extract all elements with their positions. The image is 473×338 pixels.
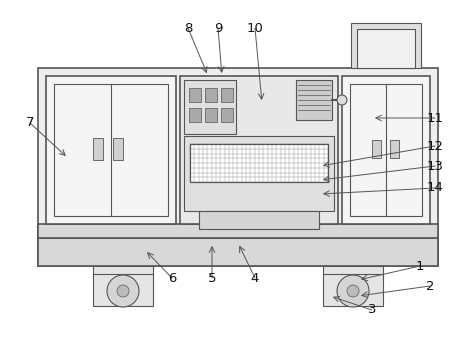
- Circle shape: [107, 275, 139, 307]
- Text: 6: 6: [168, 271, 176, 285]
- Circle shape: [117, 285, 129, 297]
- Text: 10: 10: [246, 22, 263, 34]
- Bar: [189, 108, 201, 122]
- Bar: [323, 266, 383, 306]
- Bar: [180, 76, 338, 224]
- Bar: [221, 108, 233, 122]
- Text: 14: 14: [427, 182, 444, 194]
- Bar: [184, 136, 334, 211]
- Circle shape: [337, 95, 347, 105]
- Bar: [221, 88, 233, 102]
- Bar: [351, 23, 421, 68]
- Bar: [190, 144, 328, 182]
- Text: 1: 1: [416, 260, 424, 272]
- Bar: [342, 76, 430, 224]
- Text: 4: 4: [251, 271, 259, 285]
- Bar: [38, 224, 438, 238]
- Bar: [38, 238, 438, 266]
- Bar: [205, 108, 217, 122]
- Bar: [296, 80, 332, 120]
- Text: 2: 2: [426, 280, 434, 292]
- Bar: [54, 84, 168, 216]
- Bar: [38, 68, 438, 266]
- Text: 12: 12: [427, 140, 444, 152]
- Bar: [190, 144, 328, 182]
- Bar: [199, 211, 319, 229]
- Text: 11: 11: [427, 112, 444, 124]
- Bar: [372, 140, 381, 158]
- Circle shape: [347, 285, 359, 297]
- Bar: [189, 88, 201, 102]
- Bar: [390, 140, 399, 158]
- Text: 13: 13: [427, 160, 444, 172]
- Text: 9: 9: [214, 22, 222, 34]
- Bar: [205, 88, 217, 102]
- Bar: [184, 80, 236, 134]
- Text: 7: 7: [26, 117, 34, 129]
- Text: 5: 5: [208, 271, 216, 285]
- Bar: [93, 138, 103, 160]
- Bar: [113, 138, 123, 160]
- Text: 8: 8: [184, 22, 192, 34]
- Text: 3: 3: [368, 304, 376, 316]
- Bar: [93, 266, 153, 306]
- Circle shape: [337, 275, 369, 307]
- Bar: [46, 76, 176, 224]
- Bar: [357, 29, 415, 68]
- Bar: [350, 84, 422, 216]
